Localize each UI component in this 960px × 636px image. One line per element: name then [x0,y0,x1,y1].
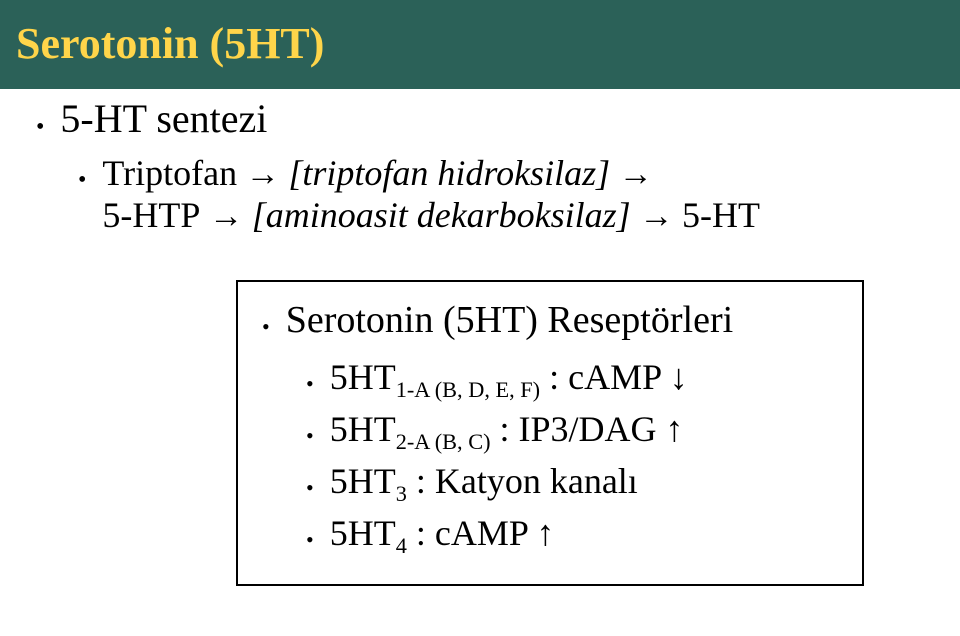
bullet-icon: • [78,168,86,192]
receptor-4-main: 5HT [330,513,396,553]
receptors-heading-row: • Serotonin (5HT) Reseptörleri [262,298,838,342]
arrow-icon: → [237,156,288,193]
receptor-3-text: 5HT3 : Katyon kanalı [330,460,638,502]
title-bar: Serotonin (5HT) [0,0,960,89]
synthesis-line2: • 5-HTP → [aminoasit dekarboksilaz] → 5-… [78,194,924,236]
triptofan-label: Triptofan [102,153,237,193]
receptor-4-text: 5HT4 : cAMP ↑ [330,512,555,554]
bullet-icon: • [306,371,314,397]
slide: Serotonin (5HT) • 5-HT sentezi • Triptof… [0,0,960,636]
bullet-icon: • [36,115,44,139]
content-area: • 5-HT sentezi • Triptofan → [triptofan … [0,89,960,586]
aminoasit-dekarboksilaz-label: [aminoasit dekarboksilaz] [252,195,631,235]
arrow-icon: → [200,198,251,235]
receptor-2-text: 5HT2-A (B, C) : IP3/DAG ↑ [330,408,684,450]
receptor-row-2: • 5HT2-A (B, C) : IP3/DAG ↑ [306,408,838,450]
receptor-1-sub: 1-A (B, D, E, F) [396,377,540,402]
receptor-1-text: 5HT1-A (B, D, E, F) : cAMP ↓ [330,356,688,398]
synthesis-line1-text: Triptofan → [triptofan hidroksilaz] → [102,152,652,194]
bullet-icon: • [306,423,314,449]
receptor-3-main: 5HT [330,461,396,501]
htp-label: 5-HTP [102,195,200,235]
synthesis-heading: 5-HT sentezi [60,95,267,142]
arrow-icon: → [631,198,682,235]
receptor-1-main: 5HT [330,357,396,397]
ht-label: 5-HT [682,195,760,235]
synthesis-line1: • Triptofan → [triptofan hidroksilaz] → [78,152,924,194]
synthesis-heading-row: • 5-HT sentezi [36,95,924,142]
receptor-4-sub: 4 [396,533,407,558]
receptor-4-tail: : cAMP ↑ [407,513,555,553]
bullet-icon: • [262,314,270,340]
receptor-1-tail: : cAMP ↓ [540,357,688,397]
receptor-2-tail: : IP3/DAG ↑ [491,409,684,449]
receptors-heading: Serotonin (5HT) Reseptörleri [286,298,733,342]
synthesis-line2-text: 5-HTP → [aminoasit dekarboksilaz] → 5-HT [102,194,760,236]
receptor-row-1: • 5HT1-A (B, D, E, F) : cAMP ↓ [306,356,838,398]
arrow-icon: → [610,156,653,193]
triptofan-hidroksilaz-label: [triptofan hidroksilaz] [288,153,610,193]
receptor-2-sub: 2-A (B, C) [396,429,491,454]
receptor-row-4: • 5HT4 : cAMP ↑ [306,512,838,554]
synthesis-pathway: • Triptofan → [triptofan hidroksilaz] → … [78,152,924,236]
slide-title: Serotonin (5HT) [16,19,324,68]
bullet-icon: • [306,527,314,553]
receptor-3-sub: 3 [396,481,407,506]
bullet-icon: • [306,475,314,501]
receptor-3-tail: : Katyon kanalı [407,461,638,501]
receptor-row-3: • 5HT3 : Katyon kanalı [306,460,838,502]
receptors-box: • Serotonin (5HT) Reseptörleri • 5HT1-A … [236,280,864,586]
receptor-2-main: 5HT [330,409,396,449]
